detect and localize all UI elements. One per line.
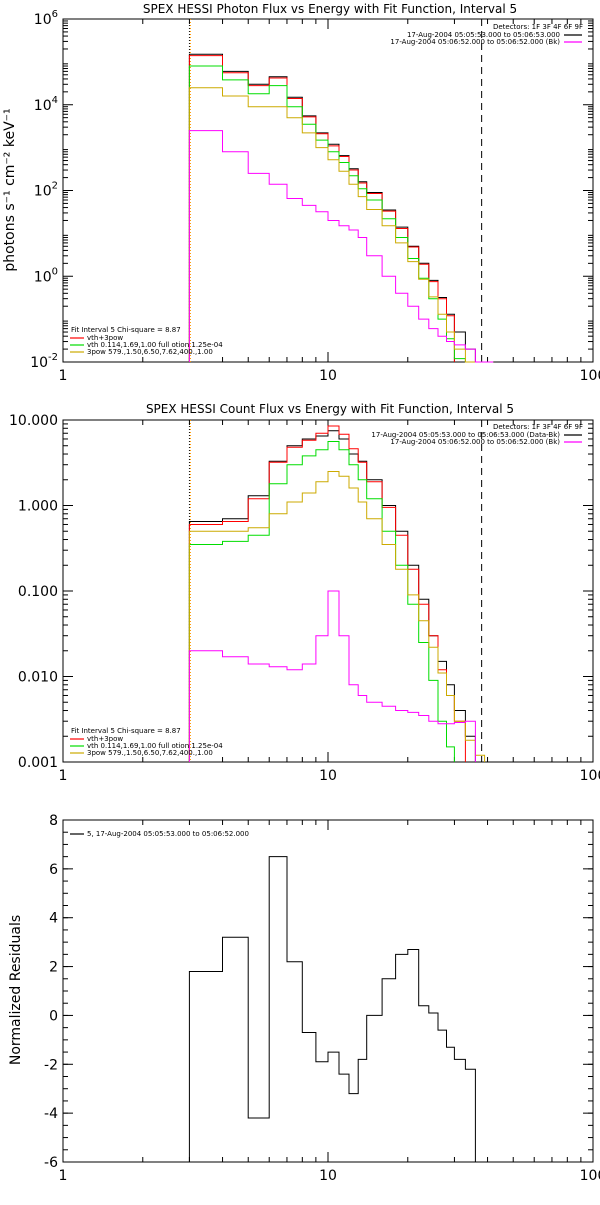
residuals-y-tick-label: 4 bbox=[49, 911, 58, 927]
residuals-ticks: 1 10 100 -6 -4 -2 0 2 4 6 8 bbox=[44, 813, 600, 1184]
photon-flux-y-tick-label: 102 bbox=[34, 181, 58, 200]
residuals-panel: Normalized Residuals 1 10 100 -6 -4 -2 0 2 4 6 8 5… bbox=[8, 813, 600, 1184]
count-flux-y-tick-label: 0.001 bbox=[18, 755, 58, 771]
count-flux-legend-pow-label: 3pow 579.,1.50,6.50,7.62,400.,1.00 bbox=[87, 749, 213, 757]
photon-flux-legend-vth-label: vth 0.114,1.69,1.00 full otion 1.25e-04 bbox=[87, 341, 223, 349]
residuals-y-tick-label: 8 bbox=[49, 813, 58, 829]
photon-flux-y-tick-label: 104 bbox=[34, 95, 58, 114]
residuals-series bbox=[188, 856, 476, 1162]
photon-flux-ylabel: photons s⁻¹ cm⁻² keV⁻¹ bbox=[2, 108, 18, 271]
count-flux-legend-top: Detectors: 1F 3F 4F 6F 9F 17-Aug-2004 05… bbox=[371, 423, 583, 446]
photon-flux-x-tick-label: 1 bbox=[59, 368, 68, 384]
residuals-legend-label: 5, 17-Aug-2004 05:05:53.000 to 05:06:52.… bbox=[87, 830, 249, 838]
residuals-x-tick-label: 1 bbox=[59, 1168, 68, 1184]
residuals-series-line bbox=[188, 856, 476, 1162]
photon-flux-title: SPEX HESSI Photon Flux vs Energy with Fi… bbox=[143, 2, 517, 16]
count-flux-legend-bk-label: 17-Aug-2004 05:06:52.000 to 05:06:52.000… bbox=[390, 438, 560, 446]
photon-flux-series-line bbox=[188, 87, 494, 363]
residuals-ylabel: Normalized Residuals bbox=[8, 915, 24, 1065]
count-flux-legend-bottom: Fit Interval 5 Chi-square = 8.87 vth+3po… bbox=[70, 727, 223, 757]
photon-flux-series bbox=[188, 53, 494, 363]
photon-flux-y-tick-label: 100 bbox=[34, 266, 58, 285]
residuals-y-tick-label: -2 bbox=[44, 1057, 58, 1073]
count-flux-legend-chisq: Fit Interval 5 Chi-square = 8.87 bbox=[71, 727, 181, 735]
photon-flux-legend-chisq: Fit Interval 5 Chi-square = 8.87 bbox=[71, 326, 181, 334]
count-flux-legend-total-label: vth+3pow bbox=[87, 735, 123, 743]
count-flux-title: SPEX HESSI Count Flux vs Energy with Fit… bbox=[146, 402, 514, 416]
count-flux-ticks: 1 10 100 0.001 0.010 0.100 1.000 10.000 bbox=[9, 413, 600, 784]
photon-flux-series-line bbox=[188, 130, 494, 363]
residuals-x-tick-label: 100 bbox=[580, 1168, 600, 1184]
count-flux-x-tick-label: 100 bbox=[580, 768, 600, 784]
count-flux-x-tick-label: 10 bbox=[319, 768, 337, 784]
photon-flux-axes-frame bbox=[62, 18, 594, 363]
photon-flux-series-line bbox=[188, 65, 476, 363]
count-flux-panel: SPEX HESSI Count Flux vs Energy with Fit… bbox=[9, 402, 600, 784]
photon-flux-ticks: 1 10 100 10-2 100 102 104 106 bbox=[30, 9, 600, 384]
photon-flux-legend-pow-label: 3pow 579.,1.50,6.50,7.62,400.,1.00 bbox=[87, 348, 213, 356]
photon-flux-y-tick-label: 10-2 bbox=[30, 352, 58, 371]
residuals-legend: 5, 17-Aug-2004 05:05:53.000 to 05:06:52.… bbox=[70, 830, 249, 838]
photon-flux-legend-bottom: Fit Interval 5 Chi-square = 8.87 vth+3po… bbox=[70, 326, 223, 356]
photon-flux-x-tick-label: 100 bbox=[580, 368, 600, 384]
residuals-y-tick-label: -4 bbox=[44, 1106, 58, 1122]
photon-flux-legend-total-label: vth+3pow bbox=[87, 334, 123, 342]
photon-flux-series-line bbox=[188, 55, 455, 362]
count-flux-x-tick-label: 1 bbox=[59, 768, 68, 784]
photon-flux-legend-data-label: 17-Aug-2004 05:05:53.000 to 05:06:53.000 bbox=[407, 31, 560, 39]
count-flux-series-line bbox=[188, 471, 486, 762]
count-flux-series-line bbox=[188, 590, 476, 762]
count-flux-legend-data-label: 17-Aug-2004 05:05:53.000 to 05:06:53.000… bbox=[371, 431, 560, 439]
count-flux-legend-vth-label: vth 0.114,1.69,1.00 full otion 1.25e-04 bbox=[87, 742, 223, 750]
count-flux-y-tick-label: 1.000 bbox=[18, 499, 58, 515]
count-flux-series-line bbox=[188, 441, 455, 762]
count-flux-y-tick-label: 10.000 bbox=[9, 413, 58, 429]
count-flux-y-tick-label: 0.010 bbox=[18, 670, 58, 686]
count-flux-legend-detectors: Detectors: 1F 3F 4F 6F 9F bbox=[493, 423, 583, 431]
residuals-y-tick-label: 6 bbox=[49, 862, 58, 878]
count-flux-series bbox=[188, 425, 486, 762]
count-flux-series-line bbox=[188, 425, 466, 762]
count-flux-series-line bbox=[188, 430, 476, 762]
residuals-y-tick-label: -6 bbox=[44, 1155, 58, 1171]
residuals-axes-frame bbox=[62, 819, 594, 1163]
residuals-y-tick-label: 0 bbox=[49, 1008, 58, 1024]
photon-flux-x-tick-label: 10 bbox=[319, 368, 337, 384]
photon-flux-legend-bk-label: 17-Aug-2004 05:06:52.000 to 05:06:52.000… bbox=[390, 38, 560, 46]
photon-flux-legend-top: Detectors: 1F 3F 4F 6F 9F 17-Aug-2004 05… bbox=[390, 23, 583, 46]
residuals-y-tick-label: 2 bbox=[49, 960, 58, 976]
photon-flux-panel: SPEX HESSI Photon Flux vs Energy with Fi… bbox=[2, 2, 600, 384]
residuals-x-tick-label: 10 bbox=[319, 1168, 337, 1184]
count-flux-y-tick-label: 0.100 bbox=[18, 584, 58, 600]
photon-flux-y-tick-label: 106 bbox=[34, 9, 58, 28]
photon-flux-legend-detectors: Detectors: 1F 3F 4F 6F 9F bbox=[493, 23, 583, 31]
